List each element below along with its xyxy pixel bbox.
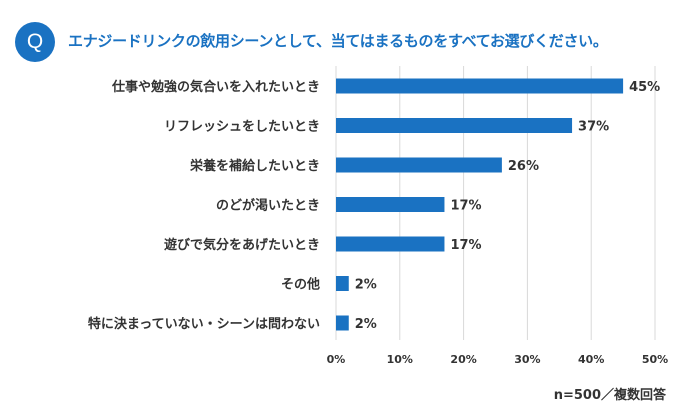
sample-size-note: n=500／複数回答 bbox=[553, 388, 666, 403]
bar bbox=[336, 157, 502, 173]
labels: 0% 10% 20% 30% 40% 50% 仕事や勉強の気合いを入れたいとき 45% リフレッ… bbox=[88, 79, 668, 366]
value-label: 17% bbox=[450, 238, 481, 253]
category-label: リフレッシュをしたいとき bbox=[164, 120, 320, 135]
question-text: エナジードリンクの飲用シーンとして、当てはまるものをすべてお選びください。 bbox=[68, 32, 608, 50]
bar bbox=[336, 78, 624, 94]
x-tick-label: 10% bbox=[387, 353, 413, 366]
gridlines bbox=[335, 66, 656, 340]
category-label: 特に決まっていない・シーンは問わない bbox=[88, 316, 320, 332]
category-label: 栄養を補給したいとき bbox=[189, 158, 320, 174]
value-label: 26% bbox=[508, 159, 539, 174]
x-tick-label: 50% bbox=[642, 353, 668, 366]
bar bbox=[336, 236, 445, 252]
bar bbox=[336, 118, 573, 133]
value-label: 45% bbox=[629, 80, 660, 95]
x-tick-label: 40% bbox=[578, 353, 604, 366]
category-label: のどが渇いたとき bbox=[216, 198, 320, 214]
value-label: 17% bbox=[450, 199, 481, 214]
x-tick-label: 0% bbox=[327, 353, 346, 366]
category-label: 遊びで気分をあげたいとき bbox=[164, 237, 320, 253]
bar bbox=[336, 197, 445, 212]
question-badge: Q bbox=[15, 22, 55, 62]
question-header: Q エナジードリンクの飲用シーンとして、当てはまるものをすべてお選びください。 bbox=[0, 0, 700, 70]
value-label: 2% bbox=[355, 317, 377, 332]
x-tick-label: 30% bbox=[514, 353, 540, 366]
value-label: 2% bbox=[355, 278, 377, 293]
x-tick-label: 20% bbox=[450, 353, 476, 366]
value-label: 37% bbox=[578, 120, 609, 135]
bar bbox=[336, 276, 349, 291]
category-label: 仕事や勉強の気合いを入れたいとき bbox=[111, 79, 320, 95]
bar bbox=[336, 315, 349, 331]
bars bbox=[336, 78, 624, 331]
category-label: その他 bbox=[281, 277, 320, 293]
